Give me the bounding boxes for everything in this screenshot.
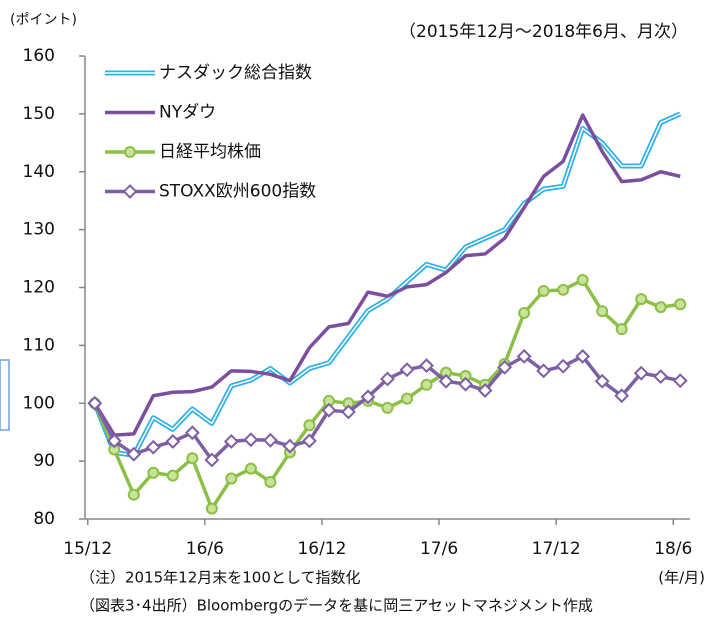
series-marker [399, 362, 415, 378]
series-marker [614, 388, 630, 404]
series-marker [225, 472, 238, 485]
series-line [93, 278, 681, 511]
legend-marker [124, 146, 136, 158]
y-tick-label: 120 [23, 278, 55, 298]
series-marker [635, 293, 648, 306]
series-marker [145, 439, 161, 455]
series-marker [576, 273, 589, 286]
series-marker [419, 358, 434, 374]
legend-label: NYダウ [159, 103, 216, 123]
legend-label: 日経平均株価 [159, 142, 261, 162]
x-axis-label: (年/月) [658, 569, 705, 587]
x-tick-label: 15/12 [63, 539, 112, 559]
y-axis-label: (ポイント) [10, 12, 77, 28]
note: （注）2015年12月末を100として指数化 [80, 569, 360, 587]
legend-label: STOXX欧州600指数 [159, 182, 316, 202]
x-tick-label: 17/12 [532, 539, 581, 559]
series-marker [633, 365, 649, 381]
series-marker [223, 434, 239, 449]
series-marker [518, 306, 531, 319]
series-marker [303, 419, 316, 432]
series-marker [653, 369, 669, 385]
series-marker [555, 358, 571, 374]
series-marker [244, 462, 257, 475]
series-marker [537, 284, 550, 297]
series-marker [594, 373, 610, 389]
series-marker [360, 389, 376, 405]
series-marker [596, 305, 609, 318]
series-marker [420, 378, 433, 391]
series-marker [243, 432, 259, 448]
series-line-inner [94, 113, 681, 457]
series-marker [575, 348, 591, 364]
series-marker [126, 446, 142, 462]
legend-marker [122, 184, 138, 199]
series-marker [615, 323, 628, 336]
series-marker [262, 432, 278, 448]
series-marker [557, 283, 570, 296]
series-marker [205, 502, 218, 515]
x-tick-label: 17/6 [420, 539, 458, 559]
x-tick-label: 16/6 [186, 539, 224, 559]
y-tick-label: 90 [33, 451, 55, 471]
legend-label: ナスダック総合指数 [159, 63, 312, 83]
series-marker [166, 469, 179, 482]
series-marker [204, 452, 220, 468]
series-marker [438, 373, 454, 389]
series-marker [186, 452, 199, 465]
series-marker [264, 475, 277, 488]
series-marker [516, 348, 532, 364]
series-marker [282, 438, 298, 454]
y-tick-label: 150 [23, 104, 55, 124]
series-marker [165, 434, 181, 449]
y-tick-label: 100 [23, 393, 55, 413]
x-tick-label: 18/6 [654, 539, 692, 559]
series-marker [401, 392, 414, 405]
x-tick-label: 16/12 [297, 539, 346, 559]
series-marker [536, 363, 552, 379]
series-marker [106, 433, 122, 449]
series-marker [674, 298, 687, 311]
series-marker [321, 402, 337, 418]
series-marker [477, 383, 493, 398]
y-tick-label: 80 [33, 509, 55, 529]
y-tick-label: 110 [23, 335, 55, 355]
chart-title: （2015年12月～2018年6月、月次） [399, 22, 688, 42]
series-marker [497, 359, 513, 375]
series-marker [381, 401, 394, 414]
series-marker [458, 376, 473, 392]
edge-artifact [0, 359, 10, 431]
series-marker [380, 371, 395, 387]
series-marker [654, 301, 667, 314]
series-marker [127, 488, 140, 501]
y-tick-label: 160 [23, 46, 55, 66]
series-line [93, 113, 681, 437]
source: （図表3･4出所）Bloombergのデータを基に岡三アセットマネジメント作成 [80, 597, 593, 615]
y-tick-label: 130 [23, 220, 55, 240]
series-marker [184, 425, 200, 441]
series-marker [302, 433, 317, 449]
y-tick-label: 140 [23, 162, 55, 182]
series-marker [672, 373, 688, 389]
series-marker [147, 466, 160, 479]
series-marker [87, 395, 103, 411]
series-marker [341, 404, 356, 420]
